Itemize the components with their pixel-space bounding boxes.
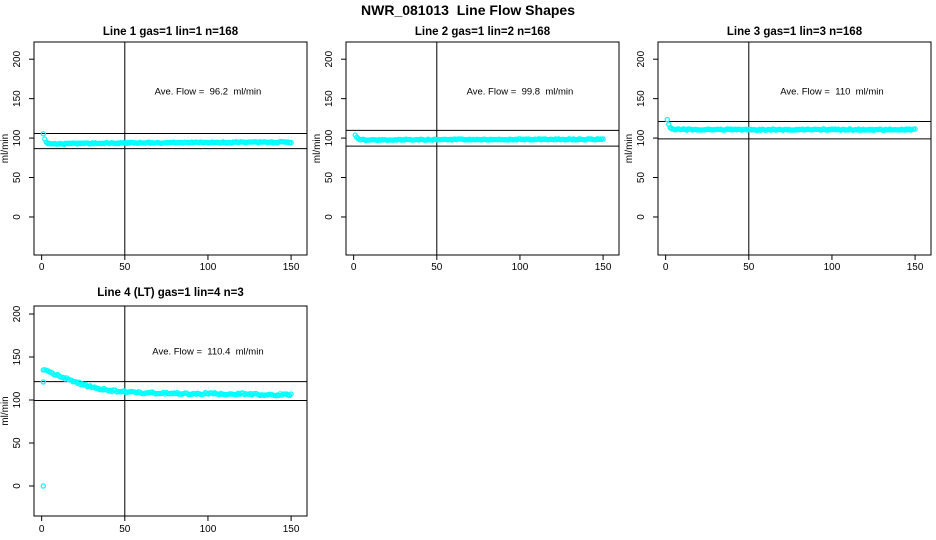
y-tick-label: 100 — [12, 391, 23, 408]
avg-flow-label: Ave. Flow = 99.8 ml/min — [467, 87, 574, 98]
y-tick-label: 200 — [324, 50, 335, 67]
y-tick-label: 0 — [12, 214, 23, 220]
data-point — [912, 126, 918, 132]
x-tick-label: 0 — [351, 262, 357, 273]
y-axis: 0 50 100 150 200 — [636, 50, 658, 220]
x-tick-label: 0 — [39, 524, 45, 535]
panel-line-4: Line 4 (LT) gas=1 lin=4 n=3 0 50 100 150 0 50 1… — [0, 287, 308, 535]
plot-box — [345, 41, 620, 256]
outlier-point — [40, 379, 47, 385]
x-tick-label: 100 — [512, 262, 529, 273]
x-tick-label: 150 — [283, 524, 300, 535]
x-axis: 0 50 100 150 — [39, 255, 300, 273]
x-tick-label: 150 — [907, 262, 924, 273]
y-tick-label: 150 — [12, 348, 23, 365]
x-tick-label: 100 — [200, 524, 217, 535]
x-tick-label: 150 — [595, 262, 612, 273]
data-points — [664, 116, 918, 134]
y-axis: 0 50 100 150 200 — [12, 305, 34, 489]
y-axis-label: ml/min — [0, 134, 11, 163]
data-points — [352, 132, 606, 144]
y-axis: 0 50 100 150 200 — [324, 50, 346, 220]
panel-title: Line 2 gas=1 lin=2 n=168 — [415, 26, 551, 38]
y-tick-label: 200 — [636, 50, 647, 67]
y-axis-label: ml/min — [312, 134, 323, 163]
x-tick-label: 50 — [119, 524, 131, 535]
y-tick-label: 50 — [12, 437, 23, 449]
x-tick-label: 0 — [39, 262, 45, 273]
y-tick-label: 0 — [636, 214, 647, 220]
y-tick-label: 150 — [12, 90, 23, 107]
panel-title: Line 3 gas=1 lin=3 n=168 — [727, 26, 863, 38]
data-point — [600, 136, 606, 142]
y-tick-label: 200 — [12, 50, 23, 67]
y-tick-label: 100 — [12, 129, 23, 146]
panel-line-2: Line 2 gas=1 lin=2 n=168 0 50 100 150 0 50 100 1… — [312, 26, 620, 273]
y-tick-label: 0 — [12, 483, 23, 489]
data-point — [40, 131, 47, 137]
avg-flow-label: Ave. Flow = 110 ml/min — [780, 87, 883, 98]
outlier-point — [40, 483, 47, 489]
x-tick-label: 50 — [119, 262, 131, 273]
panel-line-1: Line 1 gas=1 lin=1 n=168 0 50 100 150 0 50 100 1… — [0, 26, 308, 273]
data-points — [40, 367, 294, 489]
y-axis-label: ml/min — [624, 134, 635, 163]
panel-title: Line 1 gas=1 lin=1 n=168 — [103, 26, 239, 38]
y-axis: 0 50 100 150 200 — [12, 50, 34, 220]
avg-flow-label: Ave. Flow = 110.4 ml/min — [152, 346, 263, 357]
x-tick-label: 50 — [743, 262, 755, 273]
data-points — [40, 131, 294, 148]
plot-box — [657, 41, 932, 256]
data-point — [288, 139, 294, 146]
y-tick-label: 200 — [12, 305, 23, 322]
x-tick-label: 50 — [431, 262, 443, 273]
data-point — [288, 391, 294, 397]
plot-box — [33, 305, 308, 517]
data-point — [664, 116, 671, 123]
x-tick-label: 100 — [824, 262, 841, 273]
x-tick-label: 150 — [283, 262, 300, 273]
panel-line-3: Line 3 gas=1 lin=3 n=168 0 50 100 150 0 50 100 1… — [624, 26, 932, 273]
y-tick-label: 50 — [324, 172, 335, 184]
x-tick-label: 0 — [663, 262, 669, 273]
x-axis: 0 50 100 150 — [663, 255, 924, 273]
y-axis-label: ml/min — [0, 396, 11, 425]
y-tick-label: 150 — [636, 90, 647, 107]
y-tick-label: 100 — [636, 129, 647, 146]
main-title: NWR_081013 Line Flow Shapes — [361, 2, 575, 18]
x-axis: 0 50 100 150 — [351, 255, 612, 273]
y-tick-label: 0 — [324, 214, 335, 220]
panel-title: Line 4 (LT) gas=1 lin=4 n=3 — [97, 287, 243, 299]
y-tick-label: 50 — [12, 172, 23, 184]
avg-flow-label: Ave. Flow = 96.2 ml/min — [155, 87, 262, 98]
y-tick-label: 150 — [324, 90, 335, 107]
y-tick-label: 50 — [636, 172, 647, 184]
x-tick-label: 100 — [200, 262, 217, 273]
x-axis: 0 50 100 150 — [39, 516, 300, 535]
y-tick-label: 100 — [324, 129, 335, 146]
